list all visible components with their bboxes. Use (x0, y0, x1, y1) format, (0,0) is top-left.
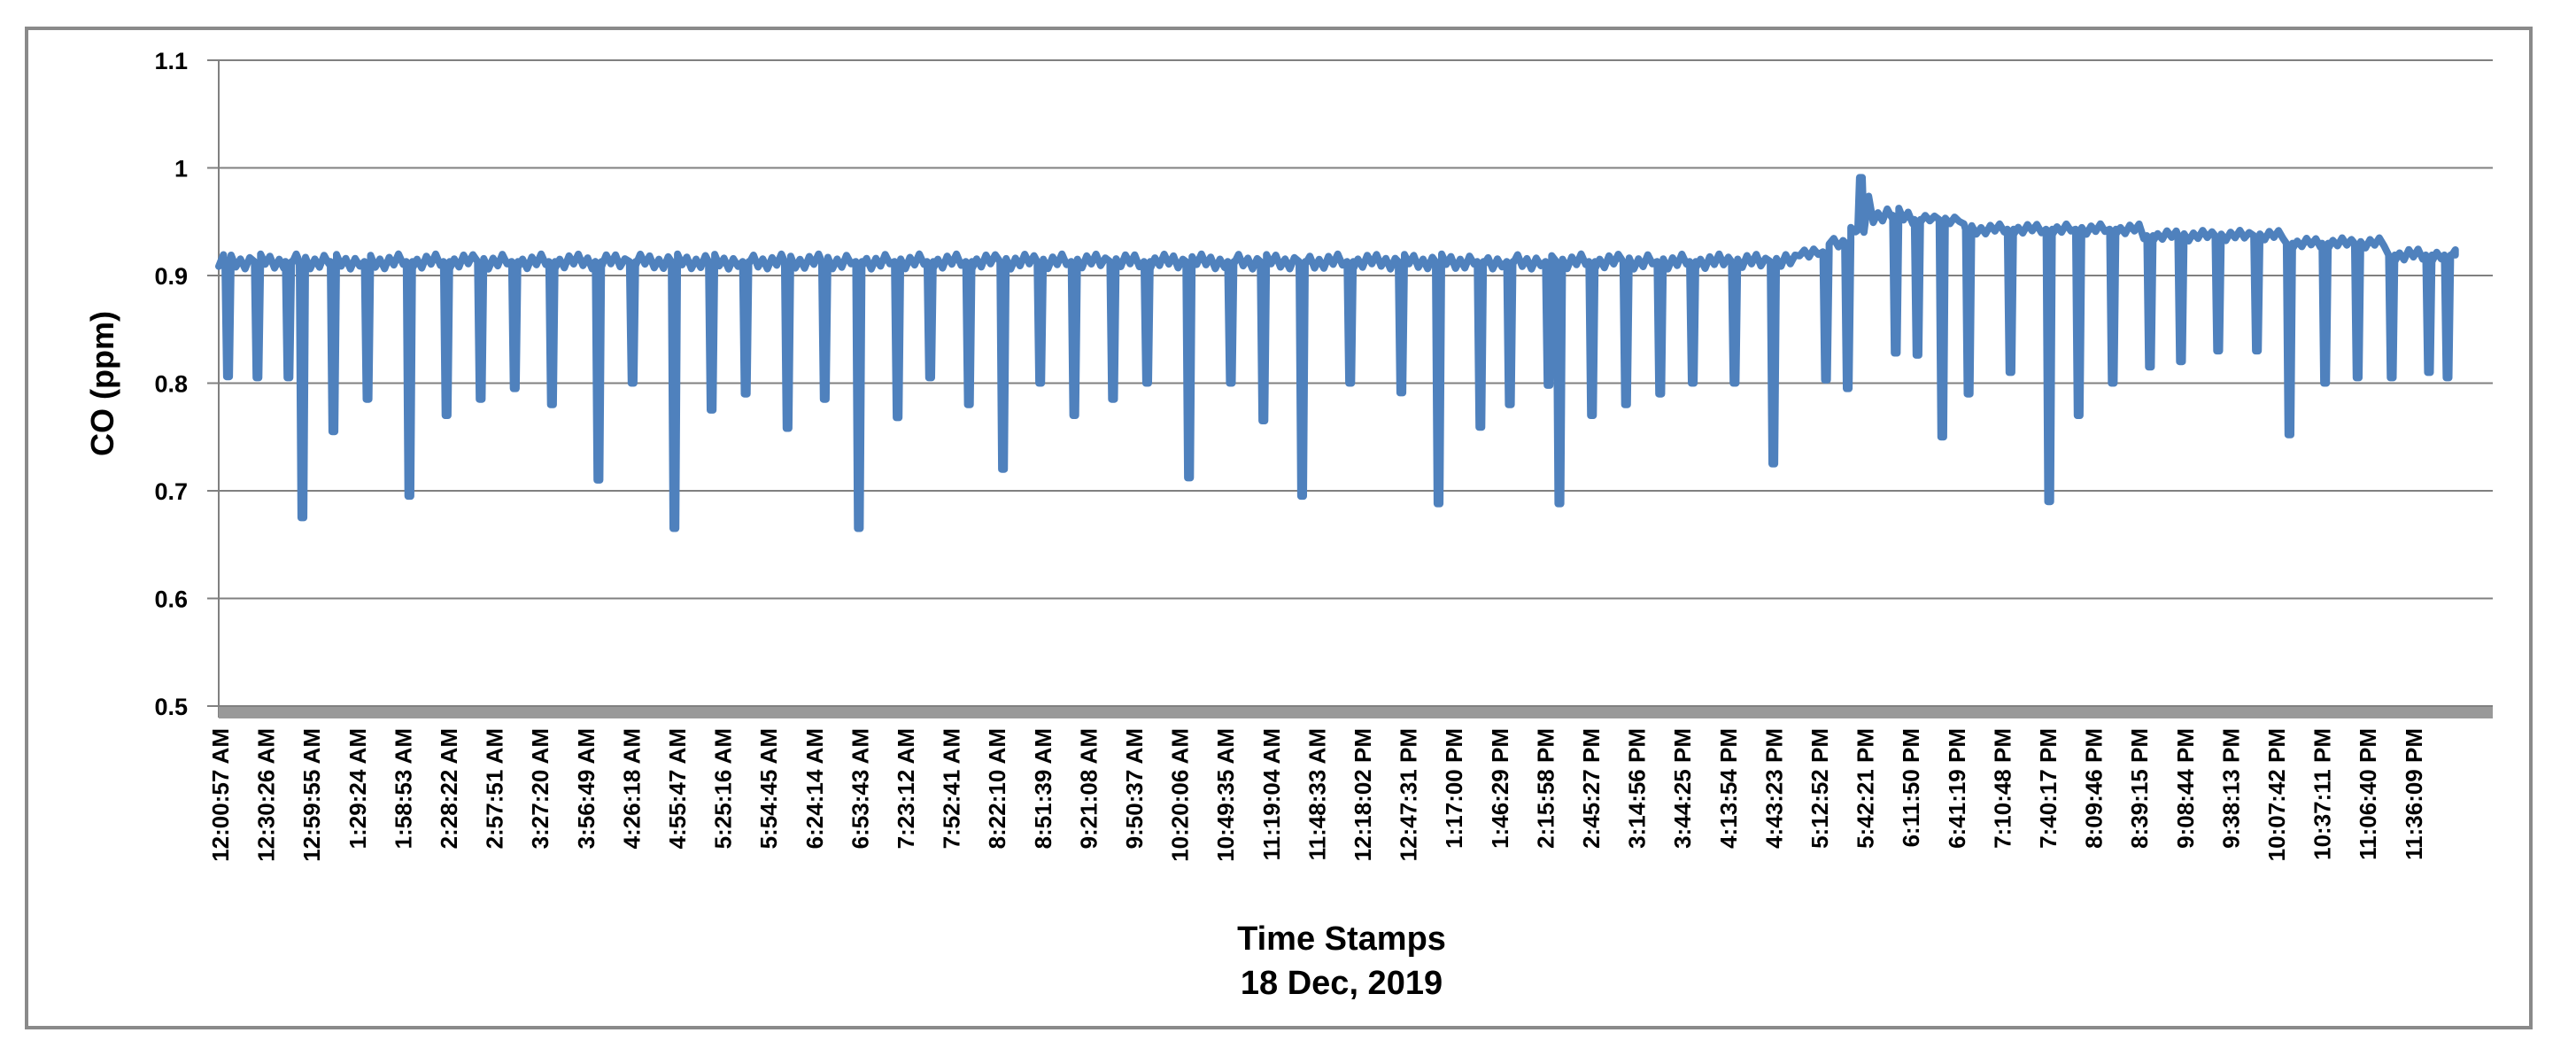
y-tick-label: 0.6 (154, 586, 188, 613)
y-tick-label: 0.9 (154, 263, 188, 290)
x-tick-label: 9:38:13 PM (2217, 728, 2244, 849)
x-tick-label: 12:18:02 PM (1350, 728, 1376, 861)
x-tick-label: 4:26:18 AM (618, 728, 645, 849)
x-tick-label: 5:12:52 PM (1806, 728, 1833, 849)
x-tick-label: 2:28:22 AM (436, 728, 462, 849)
x-tick-label: 6:41:19 PM (1944, 728, 1970, 849)
x-tick-label: 6:24:14 AM (801, 728, 828, 849)
y-tick-label: 0.5 (154, 694, 188, 720)
x-tick-label: 3:14:56 PM (1624, 728, 1651, 849)
series-line (215, 174, 2459, 532)
x-axis-subtitle: 18 Dec, 2019 (1241, 965, 1443, 1002)
y-axis-title: CO (ppm) (84, 311, 120, 456)
x-tick-label: 1:29:24 AM (344, 728, 371, 849)
x-tick-label: 5:54:45 AM (755, 728, 782, 849)
x-axis-title: Time Stamps (1237, 920, 1446, 958)
x-tick-label: 2:45:27 PM (1578, 728, 1605, 849)
x-tick-label: 8:51:39 AM (1030, 728, 1056, 849)
x-tick-label: 3:56:49 AM (573, 728, 600, 849)
series-group (215, 174, 2459, 532)
chart-border (25, 27, 2533, 1029)
x-tick-label: 8:22:10 AM (984, 728, 1010, 849)
x-tick-labels-group: 12:00:57 AM 12:30:26 AM 12:59:55 AM 1:29:24… (207, 728, 2427, 862)
x-tick-label: 7:40:17 PM (2035, 728, 2062, 849)
x-tick-label: 10:49:35 AM (1212, 728, 1239, 862)
x-tick-label: 3:44:25 PM (1669, 728, 1696, 849)
y-tick-label: 1.1 (154, 48, 188, 74)
x-tick-label: 8:39:15 PM (2126, 728, 2153, 849)
x-tick-label: 10:07:42 PM (2263, 728, 2290, 861)
x-tick-label: 4:13:54 PM (1715, 728, 1742, 849)
x-tick-label: 2:15:58 PM (1532, 728, 1559, 849)
y-tick-labels-group: 1.1 1 0.9 0.8 0.7 0.6 0.5 (154, 48, 188, 720)
x-tick-label: 11:06:40 PM (2355, 728, 2381, 860)
x-tick-label: 12:59:55 AM (298, 728, 325, 862)
y-tick-label: 0.7 (154, 478, 188, 505)
x-tick-label: 8:09:46 PM (2081, 728, 2108, 849)
x-tick-label: 11:36:09 PM (2401, 728, 2427, 860)
x-tick-label: 1:17:00 PM (1441, 728, 1467, 849)
x-tick-label: 12:47:31 PM (1396, 728, 1422, 861)
x-tick-label: 5:42:21 PM (1853, 728, 1879, 849)
x-tick-label: 7:23:12 AM (893, 728, 919, 849)
x-tick-label: 3:27:20 AM (527, 728, 553, 849)
x-tick-label: 4:43:23 PM (1760, 728, 1787, 849)
x-tick-label: 12:00:57 AM (207, 728, 234, 862)
x-tick-label: 11:48:33 AM (1303, 728, 1330, 860)
x-tick-label: 7:10:48 PM (1989, 728, 2015, 849)
x-tick-label: 1:46:29 PM (1487, 728, 1513, 849)
x-tick-label: 11:19:04 AM (1258, 728, 1285, 860)
y-tick-label: 1 (174, 156, 188, 182)
x-tick-label: 10:37:11 PM (2309, 728, 2336, 860)
x-tick-label: 4:55:47 AM (664, 728, 691, 849)
x-tick-label: 1:58:53 AM (390, 728, 416, 849)
x-tick-label: 9:21:08 AM (1075, 728, 1102, 849)
x-tick-label: 9:08:44 PM (2172, 728, 2199, 849)
y-tick-label: 0.8 (154, 371, 188, 398)
x-tick-label: 6:11:50 PM (1898, 728, 1924, 847)
x-tick-label: 12:30:26 AM (253, 728, 280, 862)
x-tick-label: 7:52:41 AM (939, 728, 965, 849)
x-tick-label: 6:53:43 AM (847, 728, 873, 849)
x-tick-label: 5:25:16 AM (710, 728, 737, 849)
x-tick-label: 9:50:37 AM (1121, 728, 1148, 849)
x-tick-label: 10:20:06 AM (1167, 728, 1194, 862)
x-axis-band (219, 707, 2493, 718)
x-tick-label: 2:57:51 AM (482, 728, 508, 849)
